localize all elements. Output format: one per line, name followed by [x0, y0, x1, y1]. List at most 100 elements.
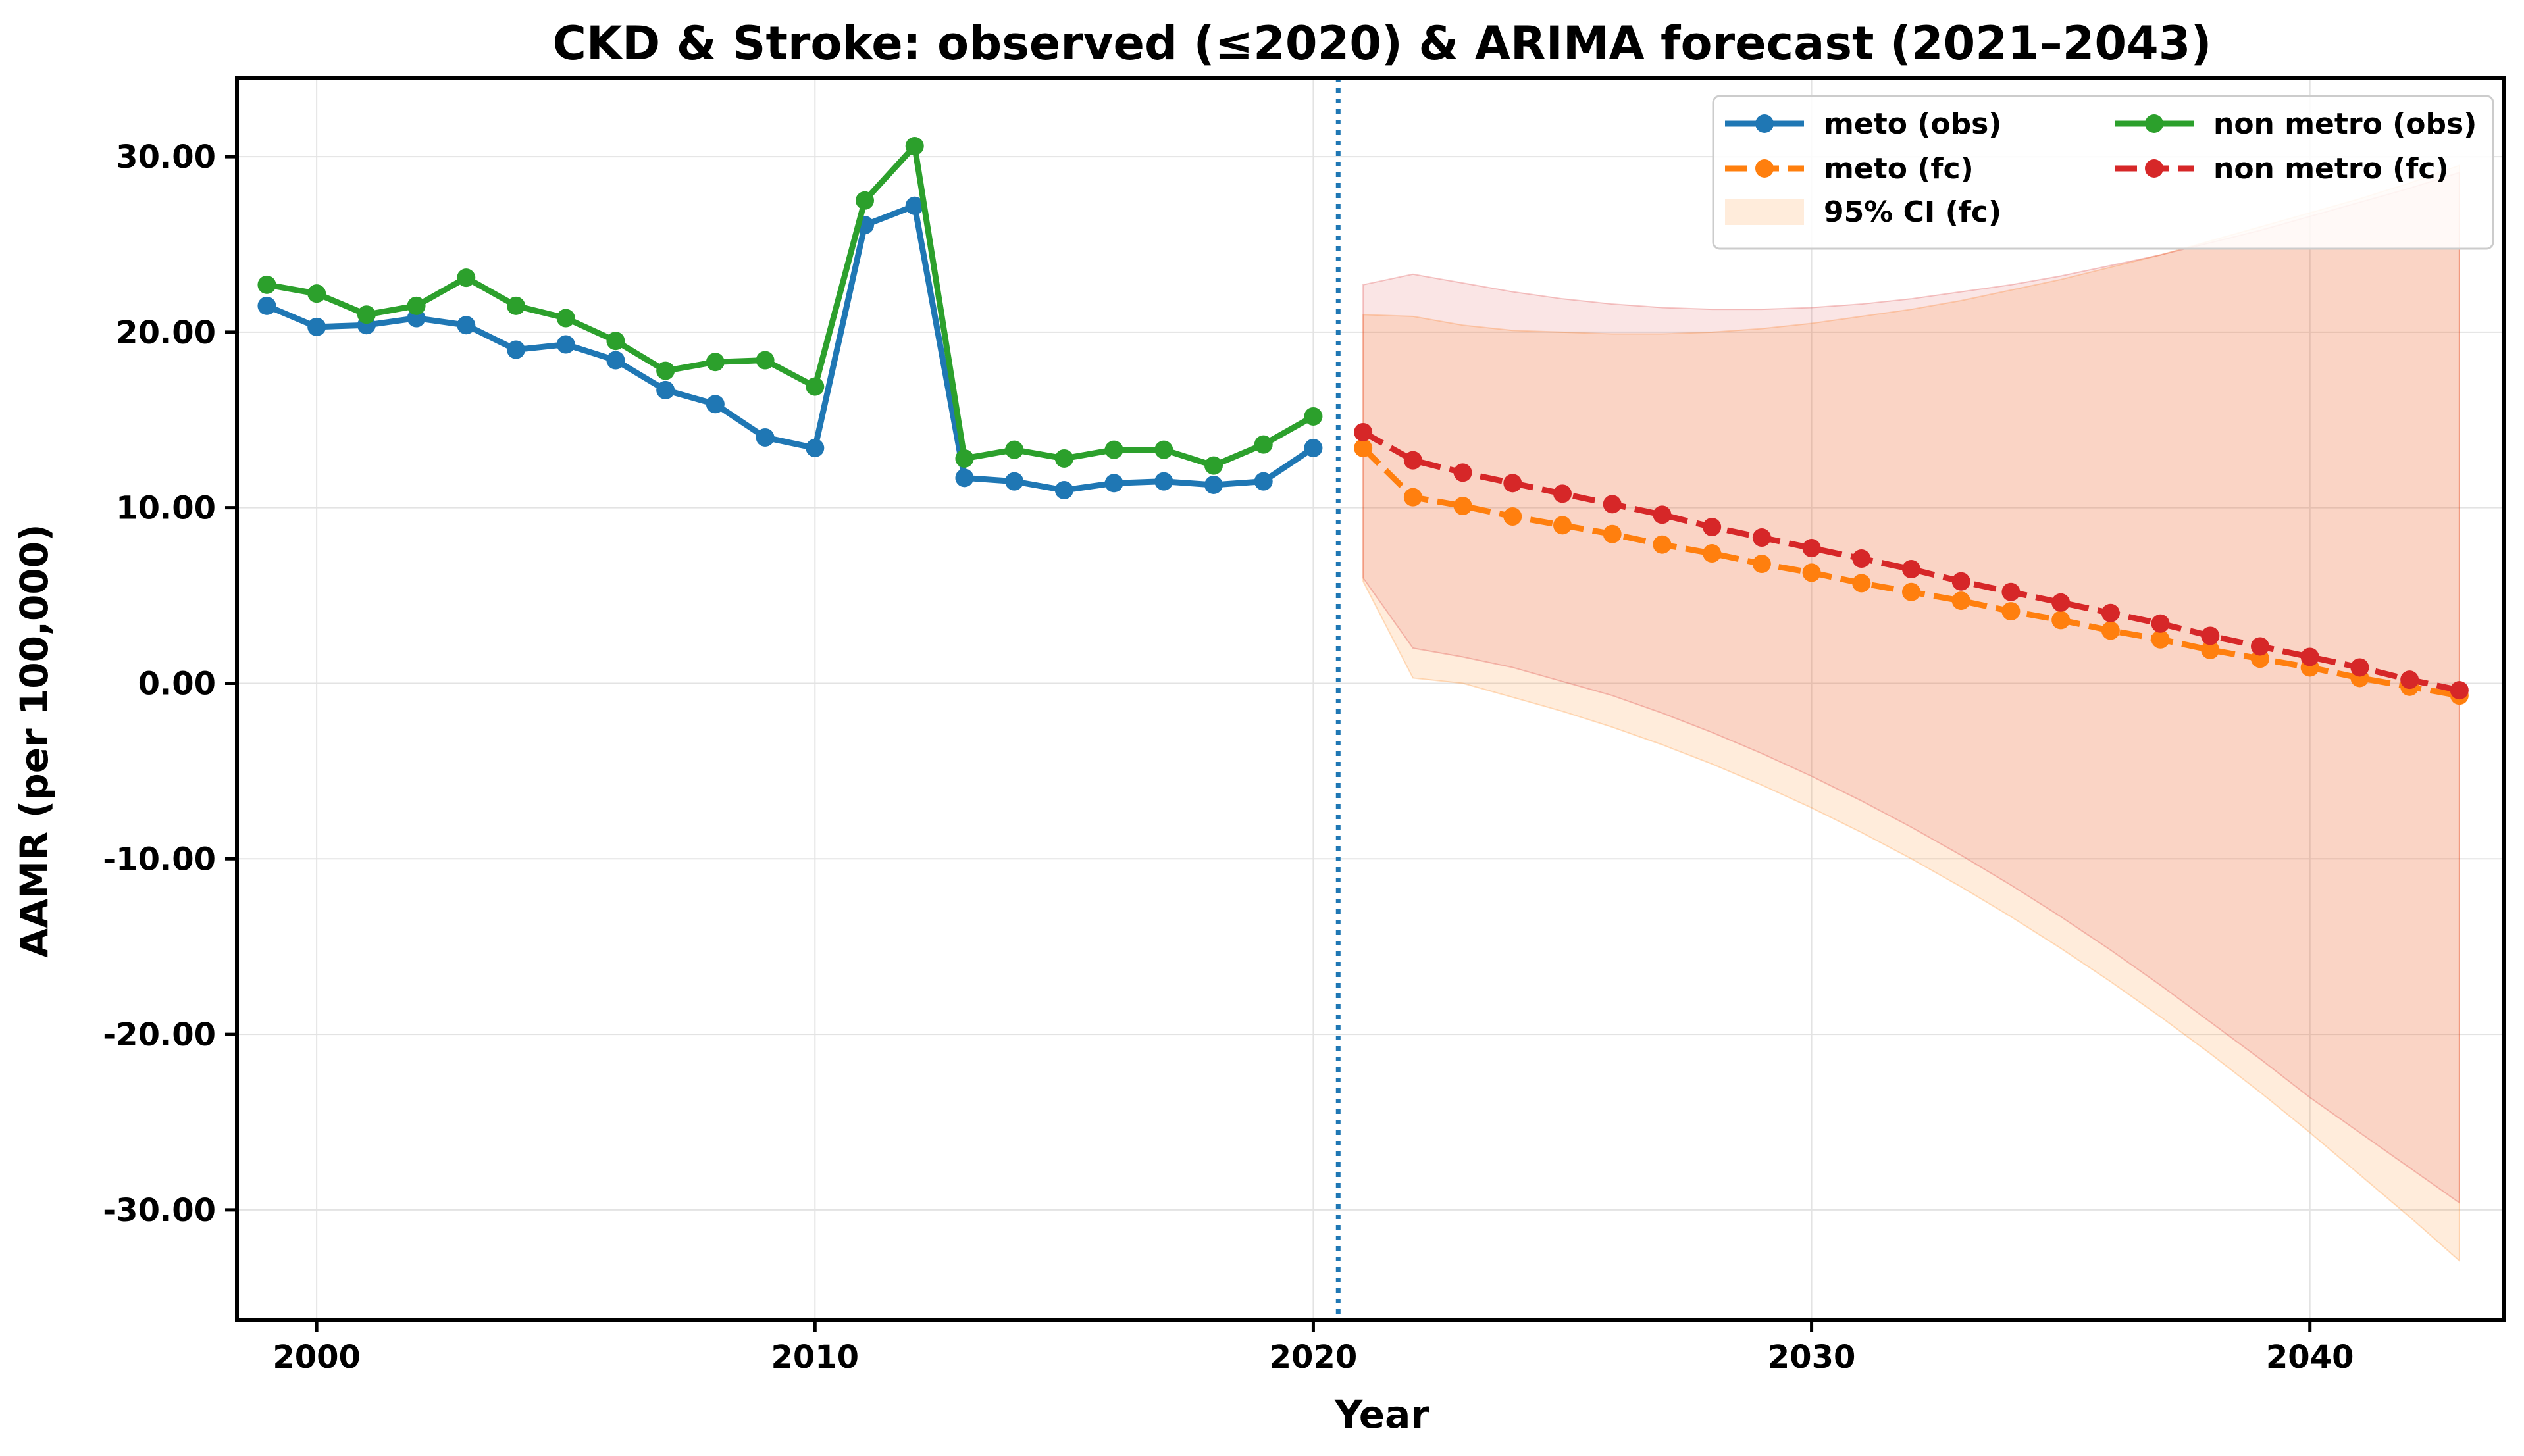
data-point	[1204, 456, 1223, 475]
y-tick-label: -20.00	[103, 1017, 216, 1053]
data-point	[307, 284, 326, 303]
data-point	[1802, 563, 1821, 582]
data-point	[1453, 497, 1472, 516]
data-point	[1752, 555, 1771, 574]
legend-label: meto (obs)	[1824, 107, 2001, 141]
data-point	[1054, 449, 1073, 468]
data-point	[2051, 593, 2071, 612]
data-point	[1802, 539, 1821, 558]
data-point	[606, 332, 625, 351]
data-point	[955, 449, 974, 468]
series-3	[1354, 422, 2469, 700]
legend-marker	[1755, 114, 1774, 133]
data-point	[1104, 440, 1123, 459]
data-point	[1703, 518, 1722, 537]
data-point	[2251, 637, 2269, 656]
data-point	[1951, 591, 1970, 611]
data-point	[1204, 475, 1223, 494]
x-axis-label: Year	[1334, 1392, 1429, 1437]
ci-band-1	[1362, 171, 2460, 1205]
data-point	[606, 351, 625, 370]
data-point	[2051, 611, 2071, 630]
data-point	[656, 361, 675, 380]
legend-box	[1712, 95, 2494, 250]
data-point	[1254, 472, 1273, 491]
data-point	[257, 296, 276, 315]
data-point	[1902, 582, 1920, 601]
series-lines	[257, 137, 2469, 705]
data-point	[1503, 474, 1522, 493]
series-2	[257, 137, 1323, 475]
series-line	[1361, 430, 2460, 693]
data-point	[1304, 438, 1323, 457]
data-point	[1154, 472, 1173, 491]
data-point	[905, 196, 924, 215]
data-point	[2101, 621, 2120, 640]
data-point	[1852, 549, 1871, 568]
x-tick-label: 2030	[1768, 1339, 1856, 1376]
data-point	[457, 316, 476, 335]
ci-band-0	[1362, 164, 2460, 1263]
y-tick-label: 10.00	[116, 490, 216, 527]
data-point	[1354, 422, 1373, 441]
data-point	[1403, 451, 1422, 470]
y-tick-label: -10.00	[103, 841, 216, 878]
series-1	[1354, 438, 2469, 705]
data-point	[1752, 528, 1771, 547]
data-point	[1603, 524, 1622, 543]
x-tick-label: 2000	[272, 1339, 361, 1376]
data-point	[706, 395, 725, 414]
x-axis-ticks: 2000 2010 2020 2030 2040	[272, 1320, 2354, 1376]
data-point	[2151, 614, 2170, 633]
x-tick-label: 2040	[2266, 1339, 2354, 1376]
data-point	[756, 351, 775, 370]
data-point	[556, 309, 575, 328]
data-point	[1902, 560, 1920, 579]
data-point	[1104, 474, 1123, 493]
data-point	[2201, 640, 2220, 659]
chart-title: CKD & Stroke: observed (≤2020) & ARIMA f…	[553, 16, 2212, 70]
data-point	[2201, 626, 2220, 645]
data-point	[706, 353, 725, 372]
data-point	[2001, 582, 2021, 601]
series-line	[266, 143, 1315, 469]
data-point	[2101, 603, 2120, 622]
series-line	[265, 203, 1315, 493]
data-point	[1703, 544, 1722, 563]
y-axis-ticks: -30.00 -20.00 -10.00 0.00 10.00 20.00 30.00	[103, 139, 237, 1229]
data-point	[1054, 480, 1073, 499]
data-point	[1653, 505, 1672, 524]
data-point	[2151, 630, 2170, 649]
data-point	[905, 137, 924, 156]
data-point	[1403, 488, 1422, 507]
x-tick-label: 2010	[771, 1339, 859, 1376]
plot-frame	[235, 76, 2506, 1322]
data-point	[507, 340, 525, 359]
data-point	[1453, 463, 1472, 482]
data-point	[556, 335, 575, 354]
legend-label: 95% CI (fc)	[1824, 195, 2001, 229]
data-point	[2350, 658, 2369, 677]
data-point	[257, 275, 276, 294]
legend-marker	[2145, 159, 2163, 178]
legend-band-swatch	[1725, 199, 1804, 225]
data-point	[1653, 535, 1672, 554]
legend-marker	[1755, 159, 1774, 178]
data-point	[1354, 438, 1373, 457]
data-point	[856, 191, 874, 210]
data-point	[806, 438, 825, 457]
data-point	[955, 468, 974, 488]
data-point	[806, 377, 825, 396]
data-point	[756, 428, 775, 447]
legend-label: non metro (fc)	[2213, 152, 2449, 186]
data-point	[357, 305, 376, 324]
data-point	[2450, 681, 2469, 700]
y-axis-label: AAMR (per 100,000)	[12, 524, 57, 957]
data-point	[1951, 572, 1970, 591]
data-point	[307, 317, 326, 336]
legend-marker	[2145, 114, 2163, 133]
data-point	[2001, 602, 2021, 621]
data-point	[1304, 407, 1323, 426]
y-tick-label: 0.00	[138, 665, 216, 702]
